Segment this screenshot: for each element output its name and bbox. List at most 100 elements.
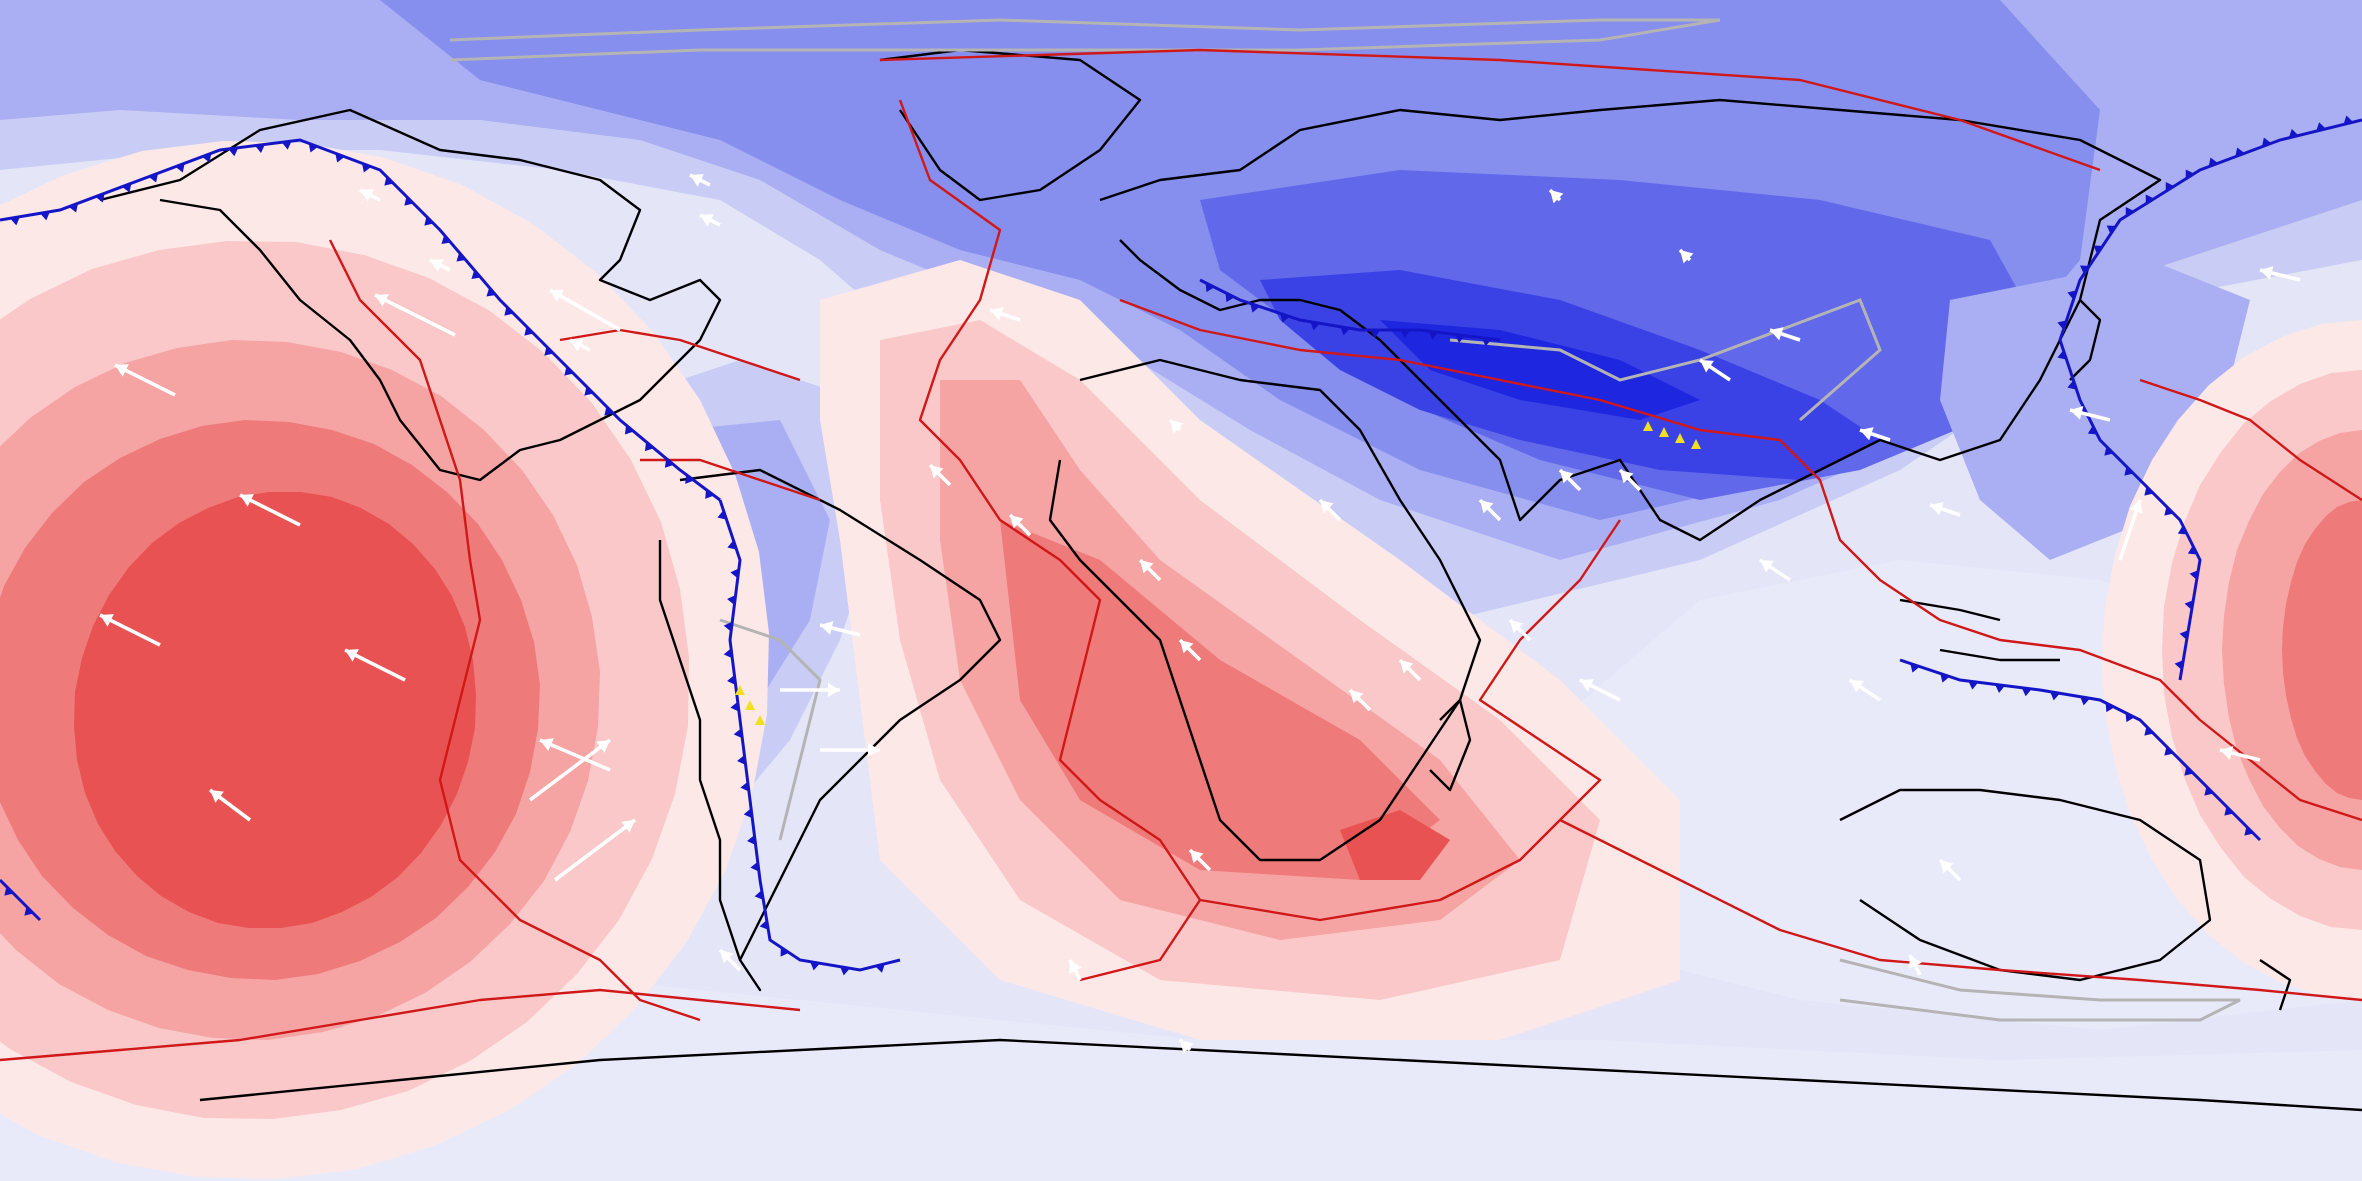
subduction-tooth: [2067, 290, 2077, 300]
coastline-2: [1048, 358, 1482, 862]
subduction-tooth: [2184, 766, 2194, 776]
coastlines: [99, 48, 2362, 1112]
subduction-tooth: [737, 755, 746, 765]
subduction-tooth: [2144, 486, 2154, 496]
velocity-arrow: [549, 288, 621, 332]
plate-boundary-8: [559, 328, 801, 382]
plate-boundary-1: [328, 239, 701, 1022]
volcanic-marker: [1643, 421, 1653, 431]
subduction-tooth: [2067, 380, 2077, 390]
subduction-tooth: [644, 441, 654, 452]
subduction-tooth: [747, 835, 756, 845]
subduction-tooth: [456, 252, 466, 262]
velocity-arrow-head: [1140, 560, 1154, 574]
velocity-arrow-head: [1010, 515, 1024, 529]
subduction-tooth: [743, 808, 753, 819]
subduction-zone-2: [2058, 118, 2362, 681]
subduction-tooth: [2104, 446, 2114, 456]
velocity-arrow-head: [1940, 860, 1954, 874]
subduction-tooth: [2179, 630, 2189, 640]
anomaly-contour-5: [1380, 320, 1700, 420]
subduction-tooth: [727, 675, 736, 685]
velocity-arrow-head: [2070, 406, 2084, 420]
subduction-tooth: [2224, 806, 2234, 816]
plate-boundary-2: [0, 988, 801, 1062]
volcanic-marker: [755, 715, 765, 725]
subduction-tooth: [1205, 282, 1215, 293]
alternate-boundary-0: [449, 18, 1721, 62]
subduction-tooth: [121, 183, 132, 193]
velocity-arrow-head: [100, 614, 114, 627]
subduction-tooth: [604, 406, 614, 416]
alternate-boundaries: [449, 18, 2241, 1022]
plate-boundary-4: [1559, 818, 2362, 1002]
velocity-arrow-head: [1680, 250, 1694, 264]
subduction-tooth: [664, 458, 674, 468]
velocity-arrow-head: [1350, 690, 1364, 704]
subduction-tooth: [705, 489, 714, 499]
velocity-arrow-head: [375, 294, 389, 307]
subduction-tooth: [384, 176, 394, 186]
subduction-tooth: [424, 216, 434, 226]
subduction-tooth: [875, 963, 885, 973]
alternate-boundary-1: [1449, 298, 1882, 422]
velocity-arrow-head: [2129, 500, 2143, 514]
velocity-arrow-head: [700, 214, 714, 227]
subduction-tooth: [1428, 331, 1439, 340]
subduction-tooth: [740, 781, 749, 792]
subduction-tooth: [733, 728, 743, 739]
velocity-arrow: [528, 738, 612, 802]
velocity-arrow-head: [690, 174, 704, 187]
subduction-tooth: [1340, 326, 1350, 336]
subduction-tooth: [2057, 350, 2067, 360]
velocity-arrow-head: [1550, 190, 1564, 204]
subduction-zones: [0, 115, 2362, 976]
subduction-tooth: [308, 143, 319, 153]
alternate-boundary-3: [1839, 958, 2241, 1022]
velocity-arrow-head: [1930, 502, 1944, 516]
velocity-arrow-head: [1909, 955, 1922, 969]
subduction-tooth: [723, 621, 733, 632]
subduction-tooth: [175, 163, 185, 173]
velocity-arrow-head: [820, 621, 834, 635]
subduction-tooth: [1280, 313, 1290, 323]
velocity-arrow-head: [240, 494, 254, 507]
subduction-tooth: [2165, 181, 2175, 192]
velocity-arrow-head: [430, 259, 444, 272]
velocity-arrow-head: [1700, 360, 1714, 373]
subduction-tooth: [255, 144, 265, 153]
subduction-tooth: [40, 211, 50, 221]
coastline-10: [1939, 648, 2060, 662]
velocity-arrow-head: [1860, 427, 1874, 441]
velocity-arrow-head: [1190, 850, 1204, 864]
velocity-arrow-head: [1770, 327, 1784, 341]
subduction-tooth: [730, 568, 739, 579]
velocity-arrow-head: [1480, 500, 1494, 514]
subduction-tooth: [361, 163, 372, 173]
subduction-tooth: [68, 203, 79, 213]
subduction-tooth: [1225, 292, 1235, 303]
subduction-tooth: [2204, 786, 2214, 796]
subduction-tooth: [2087, 425, 2098, 435]
velocity-arrow-head: [720, 950, 734, 964]
subduction-tooth: [754, 890, 764, 900]
velocity-arrow: [374, 293, 456, 337]
coastline-6: [199, 1038, 2362, 1112]
velocity-arrow: [539, 738, 611, 772]
velocity-arrow-head: [596, 740, 610, 753]
subduction-tooth: [2184, 600, 2194, 610]
velocity-arrow-head: [868, 743, 880, 757]
subduction-tooth: [840, 966, 850, 976]
velocity-arrow-head: [540, 738, 554, 752]
subduction-tooth: [486, 287, 496, 297]
plate-boundary-6: [1119, 298, 1781, 442]
plate-boundary-5: [879, 48, 2101, 172]
plate-boundary-3: [1199, 519, 1621, 922]
subduction-zone-4: [1199, 278, 1501, 342]
subduction-tooth: [404, 196, 414, 206]
volcanic-markers: [735, 421, 1701, 725]
velocity-arrow-head: [621, 820, 635, 833]
subduction-tooth: [584, 386, 594, 396]
